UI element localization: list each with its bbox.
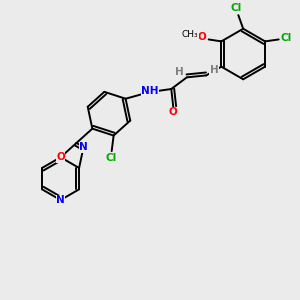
Text: N: N xyxy=(79,142,88,152)
Text: H: H xyxy=(210,64,218,75)
Text: Cl: Cl xyxy=(231,3,242,13)
Text: O: O xyxy=(169,107,178,117)
Text: H: H xyxy=(175,67,183,76)
Text: O: O xyxy=(197,32,206,43)
Text: N: N xyxy=(56,195,65,205)
Text: Cl: Cl xyxy=(281,34,292,44)
Text: O: O xyxy=(56,152,65,162)
Text: CH₃: CH₃ xyxy=(182,30,199,39)
Text: NH: NH xyxy=(141,86,159,96)
Text: Cl: Cl xyxy=(105,153,116,163)
